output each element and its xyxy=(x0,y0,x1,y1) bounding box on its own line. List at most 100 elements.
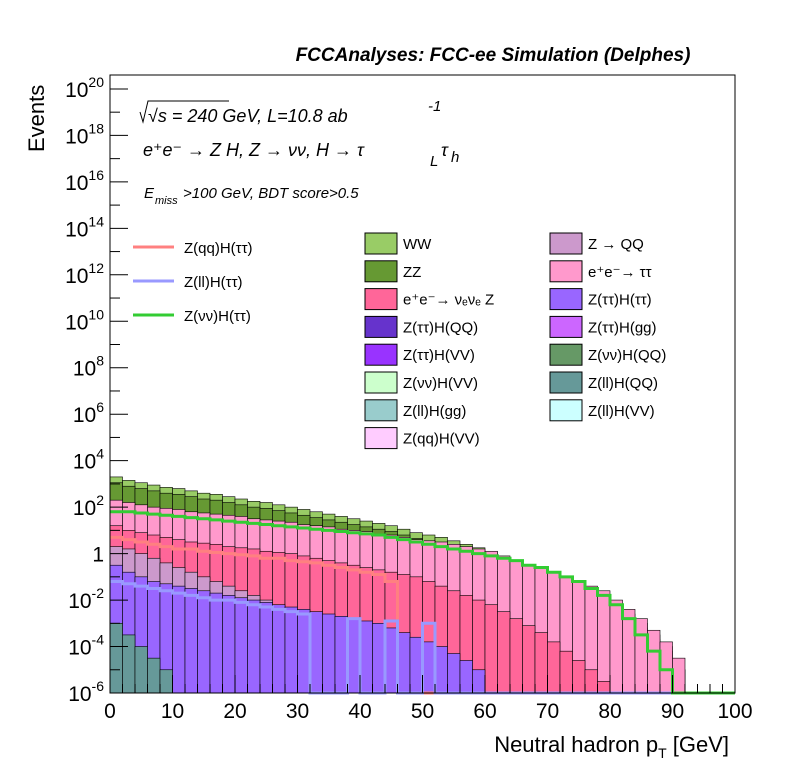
y-tick-base: 10 xyxy=(73,358,96,381)
annotation-line2-subL: L xyxy=(430,153,438,170)
annotation-sqrt-s: √s = 240 GeV, L=10.8 ab -1 xyxy=(139,98,441,126)
stack-bar-nunuZ-30 xyxy=(484,604,498,694)
stack-bar-ZllHQQ-1 xyxy=(122,634,136,694)
x-tick-label: 70 xyxy=(536,700,559,723)
legend-box-label: Z(ll)H(QQ) xyxy=(588,375,658,392)
stack-bar-ZtautauHtautau-22 xyxy=(384,627,398,694)
stack-bar-ZtautauHtautau-20 xyxy=(359,620,373,694)
stack-bars xyxy=(109,476,686,694)
annotation-line1-sup: -1 xyxy=(428,98,441,115)
stack-bar-ZtautauHtautau-10 xyxy=(234,597,248,694)
stack-bar-ee_tautau-39 xyxy=(597,590,611,694)
legend-box-label: Z(νν)H(QQ) xyxy=(588,347,666,364)
stack-bar-nunuZ-35 xyxy=(547,641,561,694)
legend-box-swatch xyxy=(364,343,398,366)
stack-bar-ZtautauHtautau-8 xyxy=(209,592,223,694)
legend-box-swatch xyxy=(549,371,583,394)
stack-bar-ee_tautau-43 xyxy=(647,629,661,694)
stack-bar-ee_tautau-40 xyxy=(609,599,623,694)
y-tick-exp: 2 xyxy=(96,492,104,508)
stack-bar-ZtautauHtautau-21 xyxy=(372,623,386,694)
y-tick-label: 106 xyxy=(73,399,104,427)
stack-bar-ZtautauHtautau-7 xyxy=(197,590,211,694)
y-tick-label: 1018 xyxy=(65,120,104,148)
stack-bar-nunuZ-34 xyxy=(534,632,548,694)
y-tick-exp: 18 xyxy=(88,120,104,136)
y-tick-base: 10 xyxy=(65,172,88,195)
stack-bar-ZtautauHtautau-19 xyxy=(347,618,361,694)
x-tick-label: 20 xyxy=(223,700,246,723)
y-tick-label: 108 xyxy=(73,353,104,381)
annotation-line2-tau: τ xyxy=(441,140,449,160)
stack-bar-nunuZ-36 xyxy=(559,650,573,694)
x-tick-label: 0 xyxy=(104,700,116,723)
stack-bar-ZtautauHtautau-14 xyxy=(284,606,298,694)
stack-bar-ZtautauHtautau-18 xyxy=(334,616,348,694)
stack-bar-ZtautauHtautau-26 xyxy=(434,646,448,694)
stack-bar-ZtautauHtautau-15 xyxy=(297,609,311,694)
stack-bar-ZtautauHtautau-17 xyxy=(322,613,336,694)
y-tick-exp: 14 xyxy=(88,213,104,229)
legend-box-swatch xyxy=(549,343,583,366)
legend-box-swatch xyxy=(364,232,398,255)
legend-box-swatch xyxy=(364,315,398,338)
annotation-line1: √s = 240 GeV, L=10.8 ab xyxy=(148,106,348,126)
annotation-line2-subh: h xyxy=(451,149,459,166)
stack-bar-ZtautauHtautau-5 xyxy=(172,585,186,694)
y-tick-label: 104 xyxy=(73,446,104,474)
stack-bar-ee_tautau-42 xyxy=(634,618,648,694)
legend-box-swatch xyxy=(549,260,583,283)
legend-box-label: Z → QQ xyxy=(588,236,644,253)
y-tick-label: 1010 xyxy=(65,306,104,334)
y-tick-exp: -2 xyxy=(92,585,105,601)
legend-box-label: e⁺e⁻→ ττ xyxy=(588,264,652,281)
y-tick-label: 10-4 xyxy=(68,632,104,660)
x-tick-label: 40 xyxy=(348,700,371,723)
legend: Z(qq)H(ττ) Z(ll)H(ττ) Z(νν)H(ττ) WW ZZ e⁺e⁻→ … xyxy=(133,232,666,450)
stack-bar-nunuZ-37 xyxy=(572,660,586,694)
x-tick-label: 100 xyxy=(717,700,752,723)
sqrt-symbol xyxy=(139,100,229,124)
stack-bar-nunuZ-39 xyxy=(597,681,611,694)
legend-box-swatch xyxy=(549,315,583,338)
stack-bar-ZtautauHtautau-23 xyxy=(397,632,411,694)
y-tick-label: 1016 xyxy=(65,167,104,195)
y-tick-exp: 12 xyxy=(88,260,104,276)
y-tick-exp: 8 xyxy=(96,353,104,369)
legend-line-label: Z(ll)H(ττ) xyxy=(184,274,243,291)
stack-bar-ZtautauHtautau-25 xyxy=(422,641,436,694)
legend-box-swatch xyxy=(364,427,398,450)
y-tick-exp: -6 xyxy=(92,678,105,694)
y-tick-exp: -4 xyxy=(92,632,105,648)
legend-line-label: Z(qq)H(ττ) xyxy=(184,240,253,257)
legend-box-swatch xyxy=(364,399,398,422)
y-tick-label: 102 xyxy=(73,492,104,520)
x-tick-label: 80 xyxy=(598,700,621,723)
legend-box-label: Z(ττ)H(ττ) xyxy=(588,292,652,309)
stack-bar-nunuZ-32 xyxy=(509,618,523,694)
y-tick-base: 10 xyxy=(65,218,88,241)
y-tick-exp: 4 xyxy=(96,446,104,462)
annotation-line3-pre: E xyxy=(144,185,155,202)
x-axis-title: Neutral hadron pT [GeV] xyxy=(494,732,729,761)
y-tick-exp: 20 xyxy=(88,74,104,90)
stack-bar-ee_tautau-41 xyxy=(622,609,636,694)
stack-bar-nunuZ-33 xyxy=(522,625,536,694)
y-tick-base: 10 xyxy=(65,79,88,102)
y-axis-title: Events xyxy=(24,85,49,152)
legend-line-label: Z(νν)H(ττ) xyxy=(184,308,251,325)
legend-box-swatch xyxy=(364,288,398,311)
stack-bar-ZtautauHtautau-11 xyxy=(247,599,261,694)
stack-bar-ZtautauHtautau-24 xyxy=(409,636,423,694)
x-tick-label: 90 xyxy=(661,700,684,723)
stack-bar-ee_tautau-45 xyxy=(672,657,686,694)
y-tick-label: 1012 xyxy=(65,260,104,288)
signal-line-2 xyxy=(110,510,735,695)
y-tick-label: 10-2 xyxy=(68,585,104,613)
y-tick-base: 10 xyxy=(68,683,91,706)
stack-bar-ZtautauHtautau-16 xyxy=(309,611,323,694)
x-tick-label: 60 xyxy=(473,700,496,723)
y-tick-base: 10 xyxy=(65,311,88,334)
stack-bar-ZtautauHtautau-12 xyxy=(259,602,273,694)
